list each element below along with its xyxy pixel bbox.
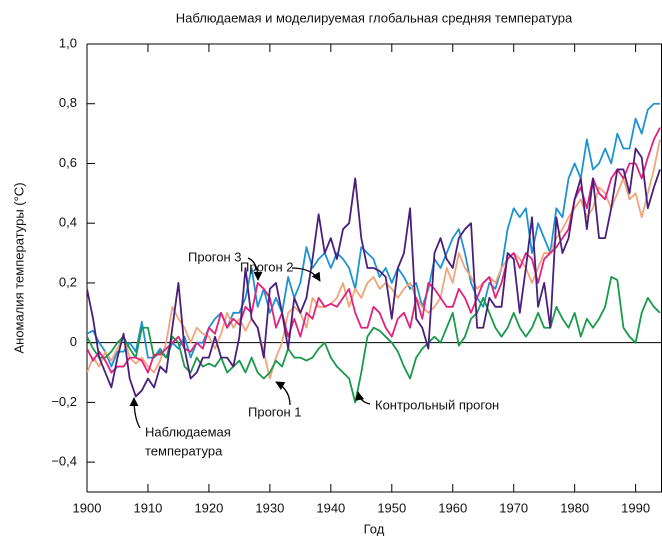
annotation-arrow — [355, 391, 371, 405]
series-line — [87, 102, 660, 368]
x-tick-label: 1910 — [133, 500, 162, 515]
x-tick-label: 1900 — [73, 500, 102, 515]
series-line — [87, 127, 661, 374]
y-tick-label: −0,2 — [51, 394, 77, 409]
annotation-arrow — [129, 397, 141, 429]
y-tick-label: 1,0 — [59, 35, 77, 50]
y-axis-label: Аномалия температуры (°C) — [11, 182, 26, 353]
annotation: Контрольный прогон — [375, 397, 499, 412]
annotation: Прогон 2 — [240, 259, 294, 274]
y-tick-label: −0,4 — [51, 454, 77, 469]
x-tick-label: 1990 — [621, 500, 650, 515]
x-tick-label: 1930 — [255, 500, 284, 515]
annotation: Прогон 1 — [248, 404, 302, 419]
x-axis-label: Год — [364, 521, 385, 536]
y-tick-label: 0,2 — [59, 274, 77, 289]
annotation: температура — [145, 443, 223, 458]
x-tick-label: 1920 — [194, 500, 223, 515]
annotation-arrow — [247, 257, 263, 281]
x-tick-label: 1940 — [316, 500, 345, 515]
annotation: Наблюдаемая — [145, 424, 231, 439]
annotation-arrow — [275, 381, 291, 406]
series-line — [87, 276, 661, 404]
y-tick-label: 0 — [70, 334, 77, 349]
y-tick-label: 0,8 — [59, 95, 77, 110]
x-tick-label: 1950 — [377, 500, 406, 515]
y-tick-label: 0,4 — [59, 215, 77, 230]
y-tick-label: 0,6 — [59, 155, 77, 170]
x-tick-label: 1970 — [499, 500, 528, 515]
annotation-arrow — [291, 267, 321, 282]
annotation: Прогон 3 — [188, 249, 242, 264]
plot-area — [87, 102, 661, 404]
chart-title: Наблюдаемая и моделируемая глобальная ср… — [176, 10, 573, 25]
x-tick-label: 1960 — [438, 500, 467, 515]
x-tick-label: 1980 — [560, 500, 589, 515]
series-line — [87, 147, 661, 398]
